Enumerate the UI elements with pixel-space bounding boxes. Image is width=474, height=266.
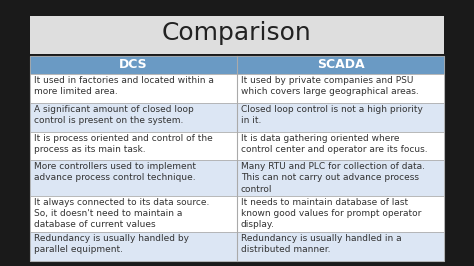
Text: It is process oriented and control of the
process as its main task.: It is process oriented and control of th… xyxy=(34,134,213,154)
Text: DCS: DCS xyxy=(119,59,148,72)
FancyBboxPatch shape xyxy=(237,56,444,74)
FancyBboxPatch shape xyxy=(237,74,444,103)
FancyBboxPatch shape xyxy=(30,16,444,54)
Text: Redundancy is usually handled in a
distributed manner.: Redundancy is usually handled in a distr… xyxy=(241,234,401,254)
Text: It is data gathering oriented where
control center and operator are its focus.: It is data gathering oriented where cont… xyxy=(241,134,428,154)
FancyBboxPatch shape xyxy=(237,232,444,261)
Text: It used in factories and located within a
more limited area.: It used in factories and located within … xyxy=(34,76,214,96)
Text: It always connected to its data source.
So, it doesn't need to maintain a
databa: It always connected to its data source. … xyxy=(34,198,210,230)
FancyBboxPatch shape xyxy=(237,160,444,196)
Text: A significant amount of closed loop
control is present on the system.: A significant amount of closed loop cont… xyxy=(34,105,194,125)
Text: Many RTU and PLC for collection of data.
This can not carry out advance process
: Many RTU and PLC for collection of data.… xyxy=(241,162,425,193)
Text: Redundancy is usually handled by
parallel equipment.: Redundancy is usually handled by paralle… xyxy=(34,234,189,254)
FancyBboxPatch shape xyxy=(237,103,444,132)
Text: SCADA: SCADA xyxy=(317,59,365,72)
FancyBboxPatch shape xyxy=(237,132,444,160)
FancyBboxPatch shape xyxy=(30,103,237,132)
Text: It needs to maintain database of last
known good values for prompt operator
disp: It needs to maintain database of last kn… xyxy=(241,198,421,230)
FancyBboxPatch shape xyxy=(237,196,444,232)
Text: Comparison: Comparison xyxy=(162,21,312,45)
FancyBboxPatch shape xyxy=(30,232,237,261)
FancyBboxPatch shape xyxy=(30,56,444,261)
FancyBboxPatch shape xyxy=(30,56,237,74)
FancyBboxPatch shape xyxy=(30,160,237,196)
FancyBboxPatch shape xyxy=(30,74,237,103)
Text: More controllers used to implement
advance process control technique.: More controllers used to implement advan… xyxy=(34,162,196,182)
FancyBboxPatch shape xyxy=(30,132,237,160)
FancyBboxPatch shape xyxy=(30,196,237,232)
Text: Closed loop control is not a high priority
in it.: Closed loop control is not a high priori… xyxy=(241,105,423,125)
Text: It used by private companies and PSU
which covers large geographical areas.: It used by private companies and PSU whi… xyxy=(241,76,419,96)
